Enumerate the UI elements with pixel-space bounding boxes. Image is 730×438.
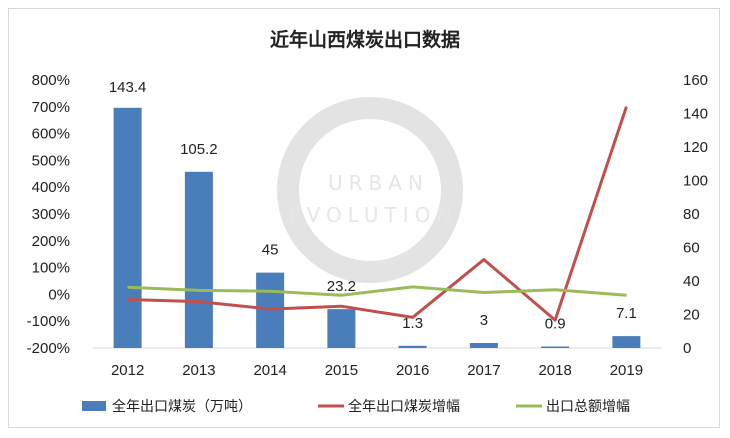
x-tick-label: 2012 xyxy=(111,362,144,379)
line-point xyxy=(483,259,485,261)
line-point xyxy=(198,289,200,291)
bar-value-label: 45 xyxy=(262,242,279,259)
x-tick-label: 2018 xyxy=(538,362,571,379)
x-axis: 2012 2013 2014 2015 2016 2017 2018 2019 xyxy=(111,362,643,379)
line-point xyxy=(412,286,414,288)
bar-2013 xyxy=(184,171,213,348)
line-point xyxy=(269,290,271,292)
right-tick-label: 40 xyxy=(683,273,700,290)
bar-2012 xyxy=(113,107,142,349)
line-point xyxy=(412,316,414,318)
line-point xyxy=(625,294,627,296)
legend-label: 出口总额增幅 xyxy=(546,399,630,415)
line-point xyxy=(269,308,271,310)
x-tick-label: 2015 xyxy=(325,362,358,379)
left-tick-label: 200% xyxy=(32,233,70,250)
bar-value-label: 23.2 xyxy=(327,278,356,295)
left-tick-label: 600% xyxy=(32,126,70,143)
right-tick-label: 160 xyxy=(683,72,708,89)
right-tick-label: 120 xyxy=(683,139,708,156)
right-tick-label: 20 xyxy=(683,307,700,324)
x-tick-label: 2019 xyxy=(610,362,643,379)
line-series-2 xyxy=(127,285,627,297)
left-tick-label: 500% xyxy=(32,152,70,169)
chart-title: 近年山西煤炭出口数据 xyxy=(270,28,460,51)
right-axis: 160 140 120 100 80 60 40 20 0 xyxy=(683,72,708,357)
line-point xyxy=(198,301,200,303)
x-tick-label: 2017 xyxy=(467,362,500,379)
line-series-1 xyxy=(127,106,628,322)
legend-label: 全年出口煤炭增幅 xyxy=(348,398,460,415)
x-tick-label: 2016 xyxy=(396,362,429,379)
watermark: URBAN EVOLUTION xyxy=(277,97,463,283)
left-tick-label: 100% xyxy=(32,260,70,277)
x-tick-label: 2013 xyxy=(182,362,215,379)
line-point xyxy=(340,305,342,307)
bar-value-label: 0.9 xyxy=(545,315,566,332)
line-series xyxy=(127,106,628,322)
legend-label: 全年出口煤炭（万吨） xyxy=(112,398,252,415)
bar-2017 xyxy=(469,342,498,348)
bar-2018 xyxy=(541,346,570,348)
bar-value-label: 143.4 xyxy=(109,79,147,96)
left-tick-label: -100% xyxy=(27,313,70,330)
line-point xyxy=(340,294,342,296)
watermark-line1: URBAN xyxy=(328,171,429,195)
legend: 全年出口煤炭（万吨） 全年出口煤炭增幅 出口总额增幅 xyxy=(82,398,630,415)
left-tick-label: 700% xyxy=(32,99,70,116)
bar-value-label: 1.3 xyxy=(402,315,423,332)
right-tick-label: 100 xyxy=(683,173,708,190)
left-tick-label: -200% xyxy=(27,340,70,357)
bar-2019 xyxy=(612,336,641,348)
left-tick-label: 800% xyxy=(32,72,70,89)
line-point xyxy=(127,286,129,288)
line-point xyxy=(625,106,627,108)
bar-series xyxy=(113,107,641,349)
right-tick-label: 140 xyxy=(683,106,708,123)
left-axis: 800% 700% 600% 500% 400% 300% 200% 100% 0% -100% -… xyxy=(27,72,70,357)
watermark-line2: EVOLUTION xyxy=(288,203,457,227)
x-tick-label: 2014 xyxy=(253,362,286,379)
bar-2015 xyxy=(327,309,356,348)
right-tick-label: 60 xyxy=(683,240,700,257)
bar-value-label: 3 xyxy=(480,312,488,329)
line-point xyxy=(127,298,129,300)
line-point xyxy=(554,289,556,291)
line-point xyxy=(554,319,556,321)
left-tick-label: 400% xyxy=(32,179,70,196)
left-tick-label: 300% xyxy=(32,206,70,223)
line-point xyxy=(483,292,485,294)
right-tick-label: 80 xyxy=(683,206,700,223)
data-labels: 143.4 105.2 45 23.2 1.3 3 0.9 7.1 xyxy=(109,79,637,332)
bar-value-label: 7.1 xyxy=(616,305,637,322)
legend-swatch-bar xyxy=(82,401,106,411)
left-tick-label: 0% xyxy=(48,286,70,303)
right-tick-label: 0 xyxy=(683,340,691,357)
bar-value-label: 105.2 xyxy=(180,141,218,158)
bar-2016 xyxy=(398,345,427,348)
